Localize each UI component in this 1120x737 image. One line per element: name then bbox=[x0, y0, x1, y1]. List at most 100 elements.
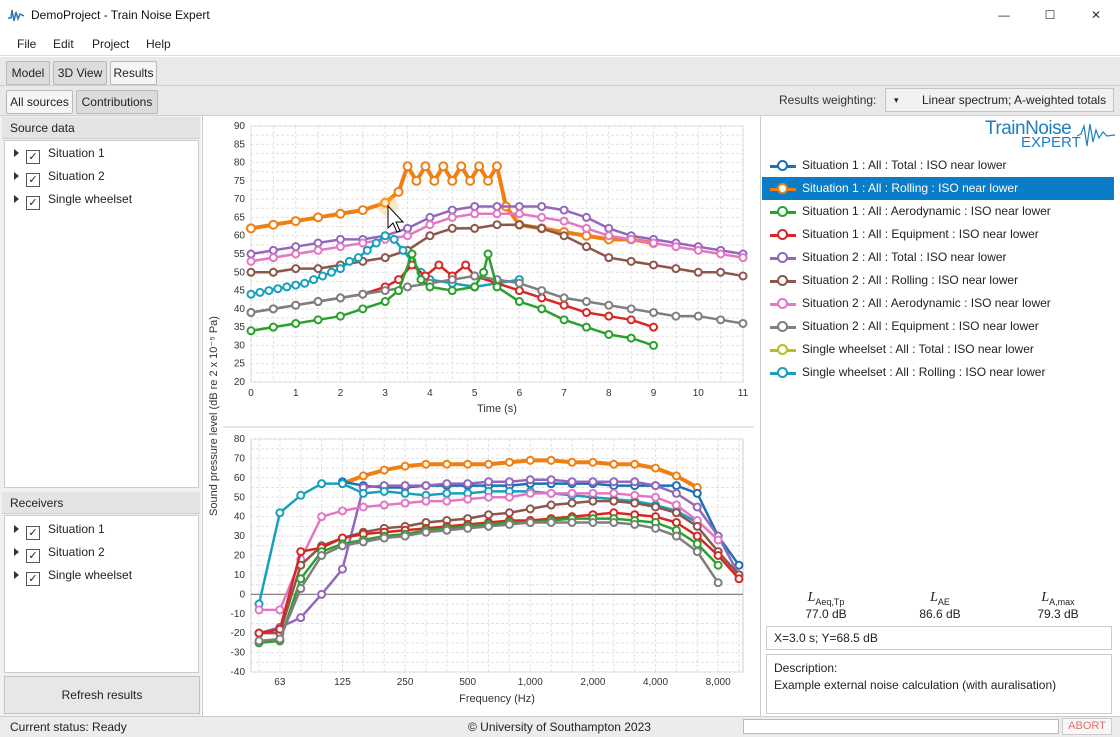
close-button[interactable]: ✕ bbox=[1090, 8, 1102, 22]
data-point[interactable] bbox=[246, 256, 256, 266]
data-point[interactable] bbox=[693, 267, 703, 277]
data-point[interactable] bbox=[337, 506, 347, 516]
data-point[interactable] bbox=[581, 322, 591, 332]
data-point[interactable] bbox=[692, 539, 702, 549]
data-point[interactable] bbox=[734, 574, 744, 584]
data-point[interactable] bbox=[246, 249, 256, 259]
data-point[interactable] bbox=[630, 477, 640, 487]
data-point[interactable] bbox=[291, 318, 301, 328]
data-point[interactable] bbox=[492, 161, 502, 172]
data-point[interactable] bbox=[421, 496, 431, 506]
data-point[interactable] bbox=[380, 231, 390, 241]
data-point[interactable] bbox=[313, 238, 323, 248]
data-point[interactable] bbox=[313, 297, 323, 307]
data-point[interactable] bbox=[651, 463, 661, 473]
data-point[interactable] bbox=[403, 223, 413, 233]
menu-file[interactable]: File bbox=[17, 37, 37, 51]
data-point[interactable] bbox=[318, 271, 328, 281]
legend-item[interactable]: Situation 1 : All : Total : ISO near low… bbox=[762, 154, 1114, 177]
data-point[interactable] bbox=[630, 490, 640, 500]
data-point[interactable] bbox=[421, 481, 431, 491]
data-point[interactable] bbox=[254, 605, 264, 615]
data-point[interactable] bbox=[713, 551, 723, 560]
data-point[interactable] bbox=[327, 267, 337, 277]
data-point[interactable] bbox=[255, 287, 265, 297]
data-point[interactable] bbox=[604, 329, 614, 339]
tree-item-source-situation-2[interactable]: ✓ Situation 2 bbox=[14, 167, 105, 187]
data-point[interactable] bbox=[447, 286, 457, 296]
minimize-button[interactable]: — bbox=[998, 8, 1010, 22]
legend-item[interactable]: Single wheelset : All : Total : ISO near… bbox=[762, 338, 1114, 361]
legend-item[interactable]: Situation 2 : All : Aerodynamic : ISO ne… bbox=[762, 292, 1114, 315]
data-point[interactable] bbox=[358, 304, 368, 314]
data-point[interactable] bbox=[504, 492, 514, 502]
data-point[interactable] bbox=[254, 636, 264, 646]
checkbox-checked-icon[interactable]: ✓ bbox=[26, 572, 40, 586]
data-point[interactable] bbox=[246, 223, 256, 234]
data-point[interactable] bbox=[434, 260, 444, 270]
data-point[interactable] bbox=[337, 564, 347, 574]
data-point[interactable] bbox=[313, 212, 324, 223]
data-point[interactable] bbox=[421, 527, 431, 537]
data-point[interactable] bbox=[671, 242, 681, 252]
data-point[interactable] bbox=[380, 253, 390, 263]
data-point[interactable] bbox=[442, 496, 452, 506]
data-point[interactable] bbox=[581, 297, 591, 307]
data-point[interactable] bbox=[649, 340, 659, 350]
data-point[interactable] bbox=[567, 488, 577, 498]
data-point[interactable] bbox=[546, 517, 556, 527]
data-point[interactable] bbox=[692, 521, 702, 531]
data-point[interactable] bbox=[479, 267, 489, 277]
weighting-dropdown[interactable]: ▾ Linear spectrum; A-weighted totals bbox=[885, 88, 1114, 112]
data-point[interactable] bbox=[588, 488, 598, 498]
data-point[interactable] bbox=[296, 490, 306, 500]
data-point[interactable] bbox=[559, 205, 569, 215]
data-point[interactable] bbox=[362, 245, 372, 255]
data-point[interactable] bbox=[546, 455, 556, 465]
data-point[interactable] bbox=[442, 479, 452, 489]
data-point[interactable] bbox=[692, 531, 702, 541]
tab-contributions[interactable]: Contributions bbox=[76, 90, 158, 114]
data-point[interactable] bbox=[358, 488, 368, 498]
data-point[interactable] bbox=[456, 161, 467, 172]
data-point[interactable] bbox=[264, 286, 274, 296]
data-point[interactable] bbox=[546, 488, 556, 498]
tree-item-receiver-situation-1[interactable]: ✓ Situation 1 bbox=[14, 520, 105, 540]
data-point[interactable] bbox=[296, 584, 306, 594]
data-point[interactable] bbox=[588, 457, 598, 467]
tree-item-receiver-single-wheelset[interactable]: ✓ Single wheelset bbox=[14, 566, 132, 586]
data-point[interactable] bbox=[291, 264, 301, 274]
data-point[interactable] bbox=[609, 477, 619, 487]
data-point[interactable] bbox=[400, 481, 410, 491]
data-point[interactable] bbox=[291, 300, 301, 310]
data-point[interactable] bbox=[425, 212, 435, 222]
data-point[interactable] bbox=[738, 271, 748, 281]
data-point[interactable] bbox=[537, 293, 547, 303]
data-point[interactable] bbox=[425, 220, 435, 230]
data-point[interactable] bbox=[463, 459, 473, 469]
tab-all-sources[interactable]: All sources bbox=[6, 90, 73, 114]
data-point[interactable] bbox=[268, 245, 278, 255]
data-point[interactable] bbox=[630, 498, 640, 508]
data-point[interactable] bbox=[400, 531, 410, 541]
data-point[interactable] bbox=[246, 326, 256, 336]
data-point[interactable] bbox=[504, 477, 514, 487]
data-point[interactable] bbox=[344, 256, 354, 266]
data-point[interactable] bbox=[671, 311, 681, 321]
data-point[interactable] bbox=[380, 297, 390, 307]
data-point[interactable] bbox=[465, 175, 476, 186]
data-point[interactable] bbox=[484, 510, 494, 520]
data-point[interactable] bbox=[649, 238, 659, 248]
data-point[interactable] bbox=[651, 502, 661, 512]
data-point[interactable] bbox=[713, 578, 723, 588]
data-point[interactable] bbox=[537, 201, 547, 211]
data-point[interactable] bbox=[609, 459, 619, 469]
description-box[interactable]: Description: Example external noise calc… bbox=[766, 654, 1112, 714]
data-point[interactable] bbox=[546, 500, 556, 510]
checkbox-checked-icon[interactable]: ✓ bbox=[26, 549, 40, 563]
data-point[interactable] bbox=[671, 488, 681, 498]
data-point[interactable] bbox=[254, 628, 264, 638]
data-point[interactable] bbox=[649, 260, 659, 270]
data-point[interactable] bbox=[567, 498, 577, 508]
data-point[interactable] bbox=[447, 212, 457, 222]
